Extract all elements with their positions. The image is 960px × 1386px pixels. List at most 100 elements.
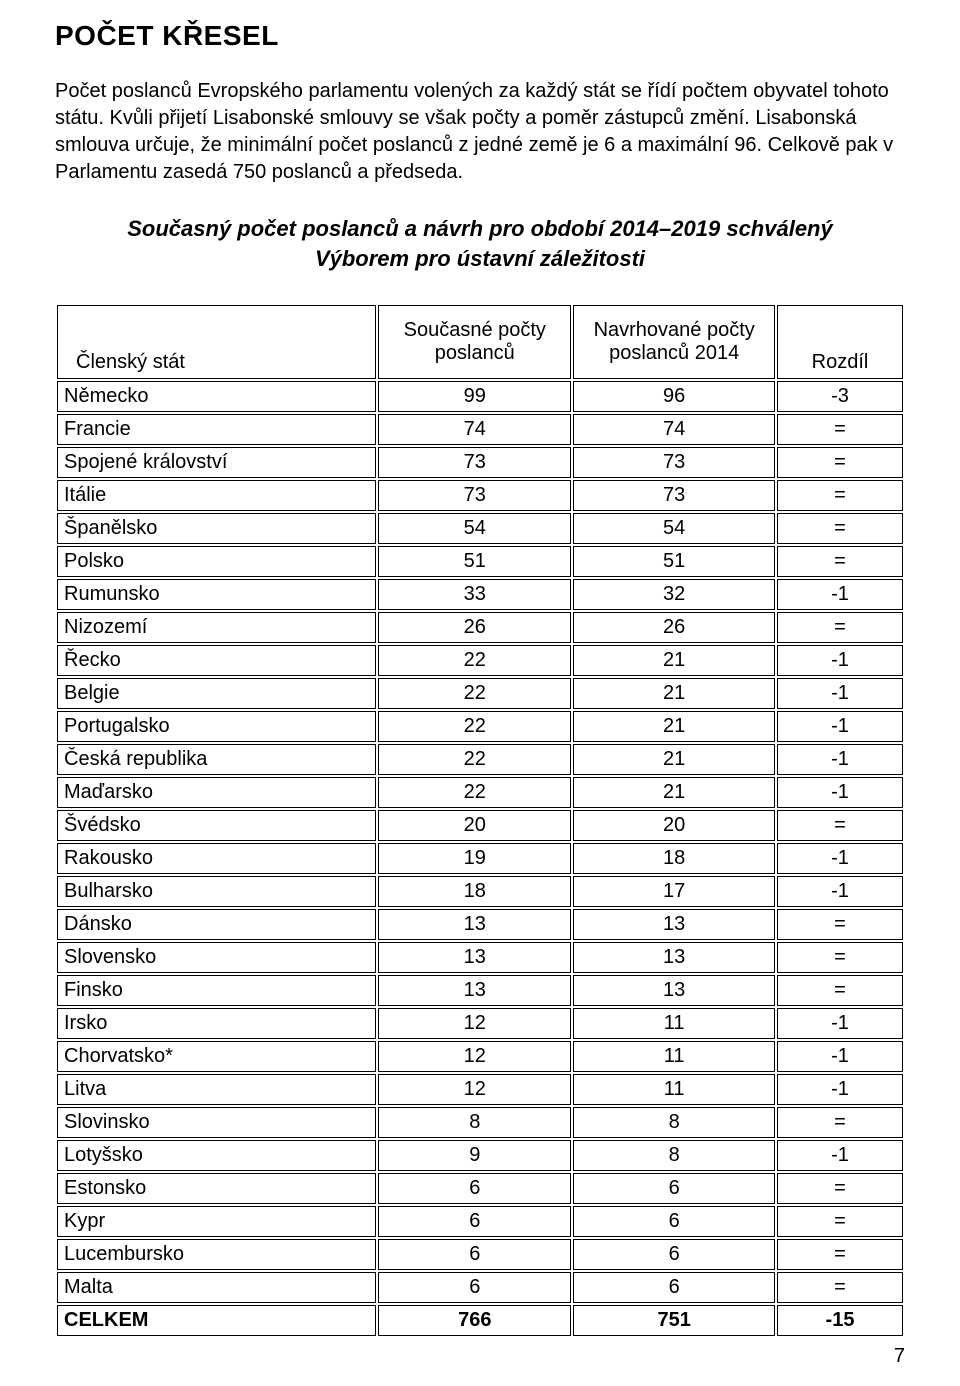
cell-proposed: 6 [573,1272,775,1303]
cell-current: 6 [378,1239,571,1270]
cell-proposed: 8 [573,1140,775,1171]
cell-total-proposed: 751 [573,1305,775,1336]
cell-diff: -1 [777,744,903,775]
cell-diff: = [777,1272,903,1303]
cell-current: 18 [378,876,571,907]
cell-current: 33 [378,579,571,610]
table-row: Nizozemí2626= [57,612,903,643]
cell-diff: = [777,414,903,445]
cell-current: 22 [378,645,571,676]
table-row: Německo9996-3 [57,381,903,412]
cell-proposed: 96 [573,381,775,412]
table-row: Rakousko1918-1 [57,843,903,874]
page-title: POČET KŘESEL [55,20,905,52]
table-row: Lucembursko66= [57,1239,903,1270]
cell-state: Lucembursko [57,1239,376,1270]
cell-current: 6 [378,1272,571,1303]
cell-diff: = [777,909,903,940]
cell-state: Rakousko [57,843,376,874]
cell-current: 12 [378,1041,571,1072]
cell-state: Česká republika [57,744,376,775]
cell-diff: -1 [777,579,903,610]
col-header-current: Současné počty poslanců [378,305,571,379]
cell-proposed: 13 [573,975,775,1006]
cell-proposed: 21 [573,744,775,775]
cell-state: Bulharsko [57,876,376,907]
cell-diff: -1 [777,1008,903,1039]
cell-state: Finsko [57,975,376,1006]
cell-proposed: 74 [573,414,775,445]
table-row: Slovinsko88= [57,1107,903,1138]
table-row: Portugalsko2221-1 [57,711,903,742]
table-row: Polsko5151= [57,546,903,577]
cell-current: 13 [378,975,571,1006]
cell-proposed: 20 [573,810,775,841]
subtitle-line2: Výborem pro ústavní záležitosti [315,246,645,271]
table-header-row: Členský stát Současné počty poslanců Nav… [57,305,903,379]
cell-diff: = [777,942,903,973]
cell-diff: = [777,975,903,1006]
cell-diff: = [777,1107,903,1138]
cell-total-diff: -15 [777,1305,903,1336]
table-row: Dánsko1313= [57,909,903,940]
cell-state: Kypr [57,1206,376,1237]
cell-diff: = [777,810,903,841]
seats-table: Členský stát Současné počty poslanců Nav… [55,303,905,1338]
intro-paragraph: Počet poslanců Evropského parlamentu vol… [55,78,905,186]
cell-state: Irsko [57,1008,376,1039]
table-row: Spojené království7373= [57,447,903,478]
cell-total-current: 766 [378,1305,571,1336]
cell-current: 6 [378,1206,571,1237]
cell-proposed: 21 [573,678,775,709]
cell-proposed: 73 [573,447,775,478]
cell-diff: -1 [777,843,903,874]
cell-current: 73 [378,480,571,511]
cell-diff: = [777,447,903,478]
cell-current: 26 [378,612,571,643]
table-row: Estonsko66= [57,1173,903,1204]
cell-proposed: 6 [573,1239,775,1270]
table-row: Irsko1211-1 [57,1008,903,1039]
col-header-diff: Rozdíl [777,305,903,379]
cell-proposed: 21 [573,777,775,808]
cell-diff: -1 [777,711,903,742]
cell-current: 20 [378,810,571,841]
cell-current: 22 [378,711,571,742]
cell-state: Spojené království [57,447,376,478]
table-row: Belgie2221-1 [57,678,903,709]
table-subtitle: Současný počet poslanců a návrh pro obdo… [80,214,880,273]
table-row: Lotyšsko98-1 [57,1140,903,1171]
cell-current: 51 [378,546,571,577]
cell-state: Francie [57,414,376,445]
cell-current: 54 [378,513,571,544]
cell-diff: -1 [777,876,903,907]
cell-proposed: 8 [573,1107,775,1138]
cell-state: Nizozemí [57,612,376,643]
cell-current: 13 [378,909,571,940]
cell-current: 99 [378,381,571,412]
cell-current: 73 [378,447,571,478]
cell-state: Slovinsko [57,1107,376,1138]
cell-current: 74 [378,414,571,445]
cell-state: Belgie [57,678,376,709]
table-row: Španělsko5454= [57,513,903,544]
cell-proposed: 13 [573,909,775,940]
cell-proposed: 32 [573,579,775,610]
cell-diff: -1 [777,1074,903,1105]
cell-proposed: 26 [573,612,775,643]
cell-proposed: 21 [573,711,775,742]
table-row: Česká republika2221-1 [57,744,903,775]
cell-diff: = [777,513,903,544]
cell-diff: = [777,612,903,643]
cell-proposed: 54 [573,513,775,544]
cell-current: 6 [378,1173,571,1204]
cell-diff: = [777,1206,903,1237]
cell-diff: -3 [777,381,903,412]
cell-proposed: 6 [573,1206,775,1237]
cell-diff: = [777,1173,903,1204]
table-row: Litva1211-1 [57,1074,903,1105]
cell-current: 12 [378,1074,571,1105]
table-row: Itálie7373= [57,480,903,511]
cell-total-state: CELKEM [57,1305,376,1336]
table-row: Francie7474= [57,414,903,445]
